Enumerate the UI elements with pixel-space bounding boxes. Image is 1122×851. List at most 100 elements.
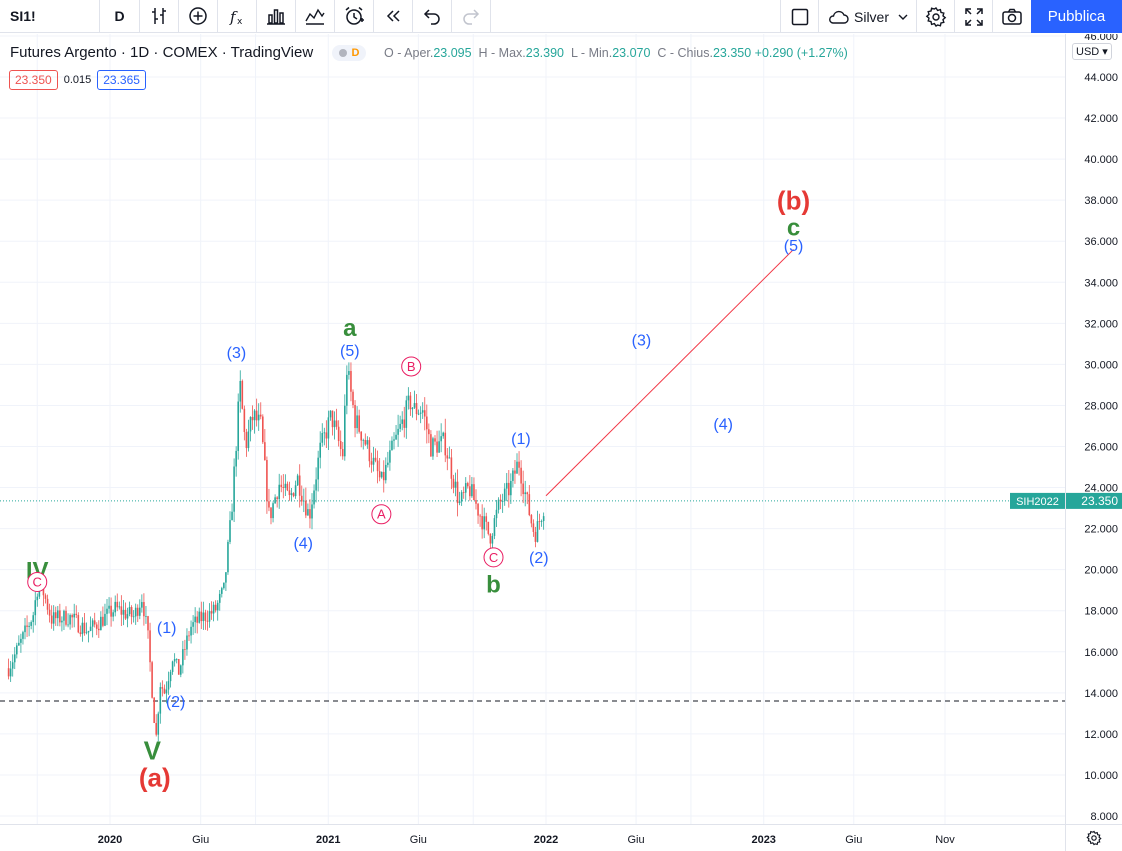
candle: [409, 392, 412, 416]
bar-style-button[interactable]: [140, 0, 179, 32]
templates-button[interactable]: [257, 0, 296, 32]
wave-label-C[interactable]: C: [27, 571, 48, 592]
price-tick-label: 12.000: [1084, 729, 1118, 741]
wave-label-p5p[interactable]: (5): [784, 238, 804, 255]
wave-label-C[interactable]: C: [483, 547, 504, 568]
layout-menu-button[interactable]: Silver: [818, 0, 916, 33]
settings-button[interactable]: [916, 0, 954, 33]
add-indicator-button[interactable]: [179, 0, 218, 32]
candle: [315, 467, 317, 503]
candle: [116, 593, 119, 612]
candle: [30, 620, 32, 630]
candle: [196, 611, 199, 634]
wave-label-p5p[interactable]: (5): [340, 343, 360, 360]
candle: [276, 496, 278, 508]
candle: [104, 603, 106, 627]
candle: [303, 488, 305, 513]
wave-label-p1p[interactable]: (1): [511, 431, 531, 448]
candle: [446, 448, 449, 471]
wave-label-A[interactable]: A: [371, 504, 392, 525]
svg-text:x: x: [237, 17, 243, 27]
alert-button[interactable]: [335, 0, 374, 32]
buy-price-button[interactable]: 23.365: [97, 70, 146, 90]
candle: [65, 606, 67, 627]
candle: [344, 394, 346, 461]
candle: [389, 440, 391, 471]
wave-label-p2p[interactable]: (2): [166, 694, 186, 711]
candle: [495, 500, 498, 527]
wave-label-B[interactable]: B: [401, 356, 422, 377]
fullscreen-layout-button[interactable]: [780, 0, 818, 33]
candle: [512, 468, 514, 488]
candle: [122, 599, 125, 626]
price-axis[interactable]: 46.000 44.000 42.000 40.000 38.000 36.000 34.0…: [1065, 31, 1122, 824]
wave-label-pbp[interactable]: (b): [777, 186, 810, 216]
candle: [169, 669, 172, 688]
candle: [54, 606, 57, 626]
candle: [434, 435, 436, 446]
candle: [22, 630, 24, 645]
candle: [493, 514, 496, 540]
candle: [395, 425, 397, 441]
time-axis[interactable]: 2020 Giu 2021 Giu 2022 Giu 2023 Giu Nov: [0, 824, 1065, 851]
wave-label-text: (1): [511, 431, 531, 448]
candle: [161, 680, 164, 697]
wave-label-c[interactable]: c: [787, 214, 800, 241]
wave-label-p3p[interactable]: (3): [632, 333, 652, 350]
candle: [380, 471, 383, 479]
axis-settings-button[interactable]: [1065, 824, 1122, 851]
wave-label-p1p[interactable]: (1): [157, 620, 177, 637]
candle: [469, 475, 471, 501]
wave-label-pap[interactable]: (a): [139, 762, 171, 792]
candle: [397, 414, 399, 447]
chevron-down-icon: [898, 14, 908, 20]
time-tick-label: Giu: [628, 834, 645, 846]
wave-label-b[interactable]: b: [486, 572, 501, 599]
candle: [467, 481, 469, 489]
close-value: 23.350: [712, 46, 752, 60]
publish-button[interactable]: Pubblica: [1031, 0, 1122, 33]
candle: [83, 612, 86, 636]
candle: [141, 594, 143, 613]
candle: [456, 469, 459, 517]
symbol-search-button[interactable]: SI1!: [0, 0, 100, 32]
sell-price-button[interactable]: 23.350: [9, 70, 58, 90]
candle: [163, 684, 166, 695]
candle: [91, 618, 94, 638]
high-name: Max.: [498, 46, 526, 60]
compare-button[interactable]: [296, 0, 335, 32]
candle: [268, 488, 270, 512]
candle: [483, 507, 486, 539]
data-status-badge[interactable]: D: [332, 45, 366, 61]
snapshot-button[interactable]: [992, 0, 1031, 33]
candle: [208, 603, 211, 628]
redo-button[interactable]: [452, 0, 491, 32]
projection-line: [545, 249, 794, 497]
wave-label-a[interactable]: a: [343, 315, 357, 342]
candle: [147, 615, 149, 639]
wave-label-text: A: [377, 507, 386, 522]
wave-label-p4p[interactable]: (4): [293, 536, 313, 553]
candle: [532, 519, 535, 537]
currency-button[interactable]: USD ▾: [1072, 43, 1112, 60]
wave-label-p4p[interactable]: (4): [713, 417, 733, 434]
replay-button[interactable]: [374, 0, 413, 32]
low-label: L: [570, 46, 578, 60]
fullscreen-button[interactable]: [954, 0, 992, 33]
candle: [464, 477, 467, 501]
wave-label-p2p[interactable]: (2): [529, 550, 549, 567]
price-tick-label: 38.000: [1084, 195, 1118, 207]
interval-button[interactable]: D: [100, 0, 140, 32]
undo-button[interactable]: [413, 0, 452, 32]
candle: [79, 625, 82, 637]
price-tick-label: 8.000: [1090, 811, 1118, 823]
chart-legend-title[interactable]: Futures Argento · 1D · COMEX · TradingVi…: [10, 44, 314, 61]
wave-label-V[interactable]: V: [144, 736, 162, 766]
wave-label-p3p[interactable]: (3): [227, 345, 247, 362]
candle: [288, 481, 291, 501]
wave-label-text: (5): [784, 238, 804, 255]
